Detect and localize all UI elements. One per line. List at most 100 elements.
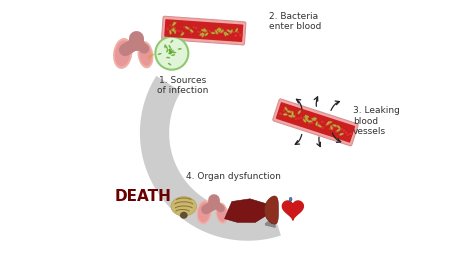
Ellipse shape: [169, 49, 172, 53]
Circle shape: [287, 110, 290, 114]
Ellipse shape: [291, 115, 295, 117]
Circle shape: [340, 128, 344, 131]
Ellipse shape: [178, 48, 182, 50]
Ellipse shape: [216, 203, 228, 224]
Circle shape: [187, 27, 191, 30]
FancyBboxPatch shape: [276, 102, 355, 143]
Circle shape: [318, 122, 321, 126]
Ellipse shape: [202, 33, 204, 37]
Ellipse shape: [174, 30, 176, 34]
Circle shape: [227, 32, 230, 36]
Ellipse shape: [220, 30, 224, 33]
Circle shape: [175, 29, 179, 33]
FancyBboxPatch shape: [164, 19, 243, 42]
Circle shape: [199, 31, 202, 34]
Ellipse shape: [217, 28, 220, 31]
Ellipse shape: [139, 43, 152, 66]
Ellipse shape: [305, 118, 309, 121]
Ellipse shape: [211, 32, 215, 34]
Ellipse shape: [285, 107, 288, 111]
Circle shape: [310, 121, 314, 124]
Ellipse shape: [283, 114, 287, 115]
Ellipse shape: [227, 30, 231, 32]
Circle shape: [320, 120, 324, 124]
Ellipse shape: [312, 117, 315, 120]
Ellipse shape: [219, 28, 221, 32]
Ellipse shape: [318, 125, 322, 127]
Circle shape: [215, 32, 219, 35]
Circle shape: [166, 27, 170, 31]
Circle shape: [331, 126, 335, 130]
Ellipse shape: [217, 204, 227, 222]
Ellipse shape: [169, 52, 173, 53]
Text: 4. Organ dysfunction: 4. Organ dysfunction: [186, 172, 281, 181]
Ellipse shape: [225, 32, 228, 35]
Ellipse shape: [298, 110, 301, 114]
Ellipse shape: [304, 116, 308, 119]
Ellipse shape: [173, 28, 175, 32]
Circle shape: [314, 118, 318, 122]
Ellipse shape: [287, 111, 291, 113]
Text: 1. Sources
of infection: 1. Sources of infection: [157, 76, 208, 95]
Text: 2. Bacteria
enter blood: 2. Bacteria enter blood: [269, 12, 321, 31]
Circle shape: [210, 31, 214, 34]
Ellipse shape: [201, 29, 205, 31]
Circle shape: [171, 25, 174, 29]
Circle shape: [294, 117, 298, 120]
Ellipse shape: [185, 26, 189, 29]
Circle shape: [194, 26, 198, 30]
Circle shape: [190, 31, 193, 34]
Circle shape: [213, 29, 217, 32]
Ellipse shape: [164, 44, 166, 48]
Circle shape: [308, 121, 311, 125]
Polygon shape: [148, 53, 155, 60]
Circle shape: [315, 123, 319, 126]
Ellipse shape: [311, 118, 315, 121]
Circle shape: [173, 26, 177, 30]
Ellipse shape: [313, 118, 317, 120]
Ellipse shape: [171, 54, 175, 56]
Circle shape: [185, 27, 189, 31]
FancyBboxPatch shape: [162, 16, 246, 45]
Circle shape: [297, 117, 301, 120]
Circle shape: [232, 30, 236, 34]
Ellipse shape: [170, 40, 173, 43]
Polygon shape: [225, 199, 270, 222]
Polygon shape: [283, 201, 303, 220]
Circle shape: [218, 31, 221, 35]
Ellipse shape: [205, 33, 208, 36]
Ellipse shape: [305, 115, 309, 118]
Circle shape: [238, 33, 242, 37]
Circle shape: [192, 25, 196, 29]
Circle shape: [327, 122, 331, 126]
Ellipse shape: [337, 129, 340, 132]
Ellipse shape: [170, 50, 174, 52]
Circle shape: [234, 34, 237, 37]
Ellipse shape: [173, 22, 175, 26]
Ellipse shape: [181, 32, 184, 36]
Circle shape: [337, 128, 341, 132]
Circle shape: [222, 31, 226, 34]
Ellipse shape: [171, 29, 175, 32]
Ellipse shape: [308, 120, 312, 122]
Circle shape: [289, 110, 293, 113]
Circle shape: [342, 129, 346, 132]
Circle shape: [321, 126, 325, 130]
Polygon shape: [264, 196, 278, 224]
Circle shape: [305, 116, 308, 119]
Ellipse shape: [303, 119, 306, 122]
Circle shape: [300, 116, 303, 120]
Ellipse shape: [197, 200, 212, 224]
Ellipse shape: [292, 111, 293, 115]
Circle shape: [279, 112, 283, 115]
Ellipse shape: [115, 40, 131, 66]
Circle shape: [302, 116, 306, 119]
Ellipse shape: [166, 49, 168, 53]
Text: 3. Leaking
blood
vessels: 3. Leaking blood vessels: [353, 106, 400, 136]
Circle shape: [306, 119, 310, 122]
Ellipse shape: [339, 133, 344, 135]
Circle shape: [180, 30, 183, 34]
Ellipse shape: [172, 52, 176, 53]
Circle shape: [197, 30, 200, 34]
Ellipse shape: [113, 38, 132, 69]
